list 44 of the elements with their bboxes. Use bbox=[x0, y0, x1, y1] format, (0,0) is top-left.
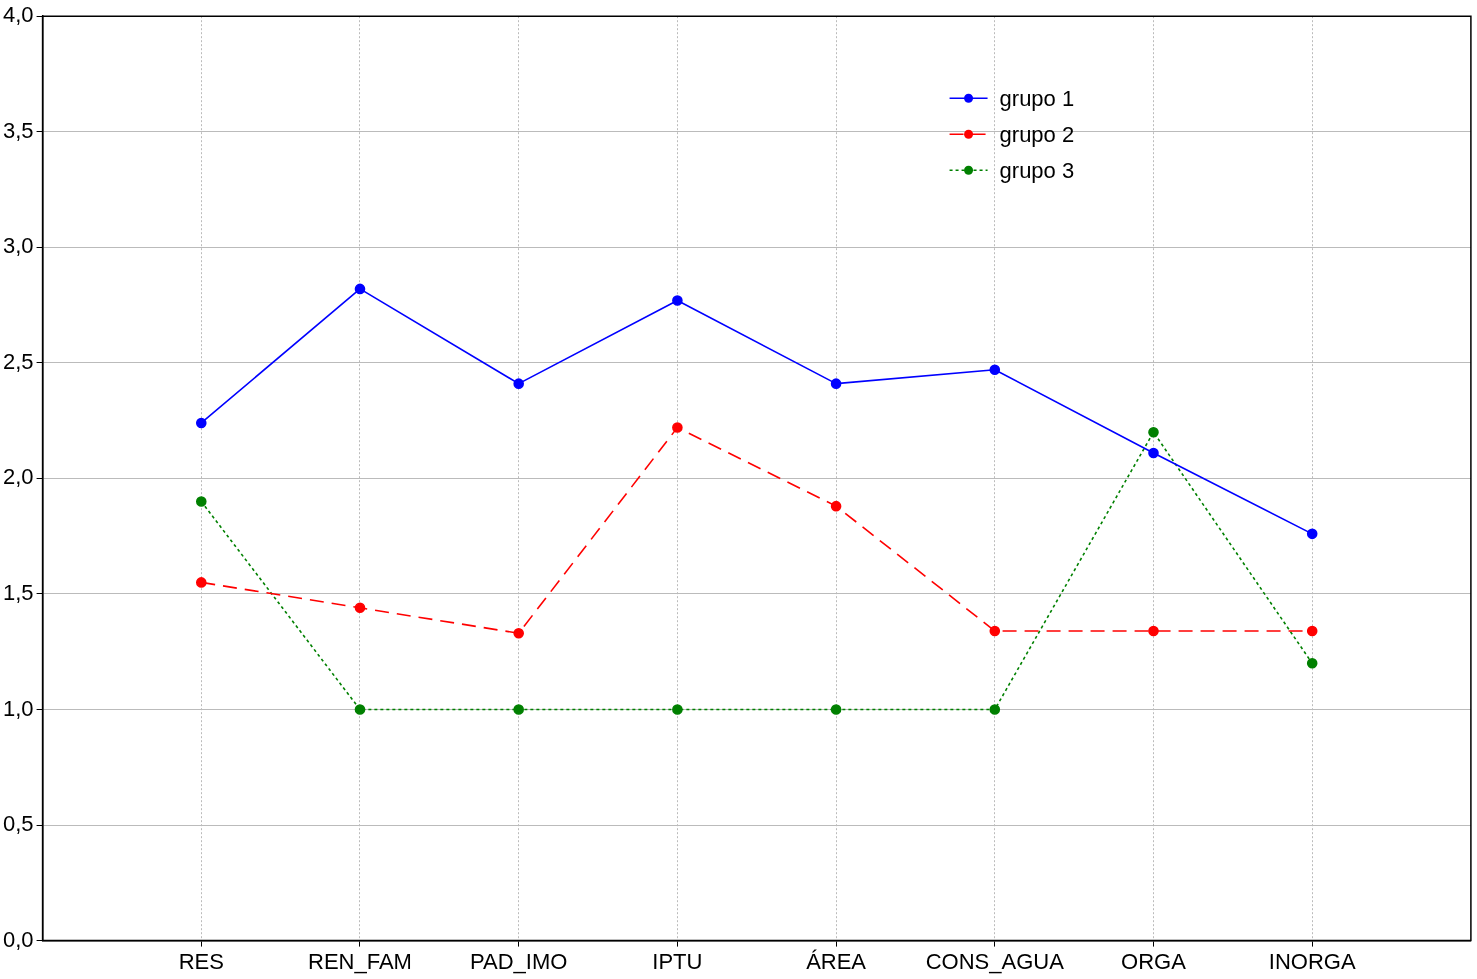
point bbox=[1148, 426, 1159, 438]
point bbox=[195, 417, 207, 429]
point bbox=[513, 627, 524, 639]
point bbox=[989, 364, 1001, 376]
point bbox=[672, 704, 683, 715]
x-tick-label: ÁREA bbox=[806, 948, 867, 974]
point bbox=[354, 283, 366, 295]
x-tick-label: IPTU bbox=[652, 948, 703, 974]
legend-label: grupo 1 bbox=[999, 86, 1075, 112]
point bbox=[830, 704, 842, 715]
point bbox=[513, 704, 524, 715]
x-tick-label: PAD_IMO bbox=[469, 948, 568, 974]
point bbox=[195, 577, 207, 588]
y-tick-label: 3,5 bbox=[2, 117, 34, 143]
point bbox=[989, 625, 1001, 637]
point bbox=[672, 295, 683, 306]
point bbox=[672, 422, 683, 433]
y-tick-label: 4,0 bbox=[2, 2, 34, 28]
y-tick-label: 0,5 bbox=[2, 811, 34, 837]
point bbox=[354, 602, 366, 614]
point bbox=[1148, 447, 1159, 459]
y-tick-label: 2,5 bbox=[2, 348, 34, 374]
point bbox=[195, 496, 207, 507]
x-tick-label: REN_FAM bbox=[308, 948, 412, 974]
y-tick-label: 2,0 bbox=[2, 464, 34, 490]
point bbox=[830, 500, 842, 512]
point bbox=[354, 704, 366, 715]
x-tick-label: INORGA bbox=[1268, 948, 1356, 974]
legend-label: grupo 2 bbox=[999, 122, 1075, 148]
point bbox=[1306, 657, 1318, 669]
point bbox=[830, 378, 842, 389]
x-tick-label: ORGA bbox=[1121, 948, 1187, 974]
point bbox=[1306, 528, 1318, 540]
point bbox=[989, 704, 1001, 715]
point bbox=[1148, 625, 1159, 637]
y-tick-label: 3,0 bbox=[2, 233, 34, 259]
y-tick-label: 0,0 bbox=[2, 926, 34, 952]
x-tick-label: CONS_AGUA bbox=[925, 948, 1065, 974]
point bbox=[513, 378, 524, 389]
y-tick-label: 1,5 bbox=[2, 580, 34, 606]
legend-label: grupo 3 bbox=[999, 158, 1075, 184]
y-tick-label: 1,0 bbox=[2, 695, 34, 721]
point bbox=[1306, 625, 1318, 637]
x-tick-label: RES bbox=[178, 948, 224, 974]
